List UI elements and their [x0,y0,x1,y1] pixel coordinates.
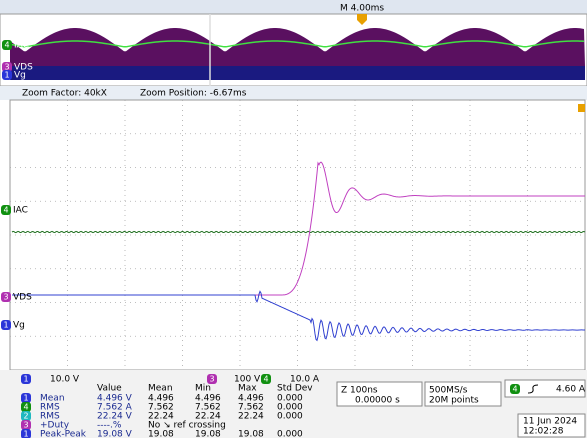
zoom-scale: Z 100ns [341,386,378,396]
meas-cell: No ↘ ref crossing [148,421,226,431]
time: 12:02:28 [523,427,564,437]
meas-cell: 22.24 V [97,412,133,422]
meas-name: +Duty [40,421,70,431]
meas-header: Std Dev [277,384,313,394]
meas-cell: 4.496 V [97,394,133,404]
channel-number: 1 [4,71,9,80]
channel-number: 4 [3,206,8,215]
channel-number: 3 [3,293,8,302]
channel-badge [207,374,217,384]
record-length: 20M points [429,396,479,406]
channel-number: 4 [512,385,517,394]
meas-cell: 22.24 [148,412,174,422]
channel-scale: 100 V [234,375,261,385]
channel-number: 3 [209,375,214,384]
channel-scale: 10.0 V [50,375,80,385]
meas-cell: 0.000 [277,430,303,438]
meas-header: Max [238,384,257,394]
meas-name: RMS [40,412,60,422]
channel-badge [2,70,12,80]
meas-cell: 22.24 [195,412,221,422]
zoom-bar [0,86,587,100]
meas-cell: 4.496 [148,394,174,404]
vds-envelope [10,28,585,67]
meas-cell: 0.000 [277,403,303,413]
vg-envelope [10,66,585,80]
channel-label: IAC [13,206,28,216]
channel-label: Vg [13,321,25,331]
meas-cell: 22.24 [238,412,264,422]
channel-badge [21,393,31,403]
channel-badge [1,292,11,302]
channel-scale: 10.0 A [290,375,320,385]
meas-cell: 7.562 [148,403,174,413]
channel-badge [21,374,31,384]
zoom-traces [11,104,586,342]
sample-rate: 500MS/s [429,386,468,396]
zoom-box [336,381,423,407]
channel-number: 4 [263,375,268,384]
channel-badge [21,411,31,421]
iac-trace [11,230,586,234]
channel-number: 1 [23,394,28,403]
channel-label: IAC [14,41,29,51]
trigger-level: 4.60 A [556,385,586,395]
channel-number: 3 [23,421,28,430]
meas-name: Mean [40,394,65,404]
channel-number: 1 [3,321,8,330]
channel-number: 4 [23,403,28,412]
zoom-offset: 0.00000 s [355,396,400,406]
channel-number: 2 [23,412,28,421]
trigger-marker [357,14,367,25]
iac-overview [9,40,585,48]
meas-cell: 19.08 V [97,430,133,438]
channel-number: 3 [4,63,9,72]
meas-cell: 4.496 [195,394,221,404]
meas-cell: 7.562 A [97,403,133,413]
channel-badge [21,402,31,412]
meas-cell: 0.000 [277,412,303,422]
meas-name: Peak-Peak [40,430,87,438]
vg-trace [12,290,586,342]
channel-label: Vg [14,71,26,81]
channel-number: 4 [4,41,9,50]
overview-traces [9,14,585,86]
trigger-level-marker [578,104,585,112]
trigger-slope [527,384,539,394]
meas-cell: 19.08 [195,430,221,438]
meas-header: Mean [148,384,173,394]
zoom-factor: Zoom Factor: 40kX [22,89,107,99]
channel-label: VDS [13,293,32,303]
channel-label: VDS [14,63,33,73]
top-bar [0,0,587,14]
meas-cell: 7.562 [195,403,221,413]
zoom-position: Zoom Position: -6.67ms [140,89,247,99]
meas-cell: 0.000 [277,394,303,404]
channel-badge [21,420,31,430]
channel-badge [510,384,520,394]
timebase: M 4.00ms [340,4,384,14]
meas-header: Value [97,384,122,394]
channel-badge [2,40,12,50]
channel-badge [1,205,11,215]
trigger-box [504,379,586,398]
meas-cell: 7.562 [238,403,264,413]
channel-badge [261,374,271,384]
channel-badge [2,62,12,72]
meas-cell: ----.% [97,421,122,431]
meas-cell: 19.08 [238,430,264,438]
acq-box [424,381,502,407]
date: 11 Jun 2024 [523,417,577,427]
channel-badge [1,320,11,330]
meas-name: RMS [40,403,60,413]
meas-cell: 4.496 [238,394,264,404]
meas-header: Min [195,384,211,394]
channel-badge [21,429,31,438]
meas-cell: 19.08 [148,430,174,438]
date-box [517,413,586,438]
channel-number: 1 [23,430,28,438]
graticule [10,100,585,370]
channel-number: 1 [23,375,28,384]
